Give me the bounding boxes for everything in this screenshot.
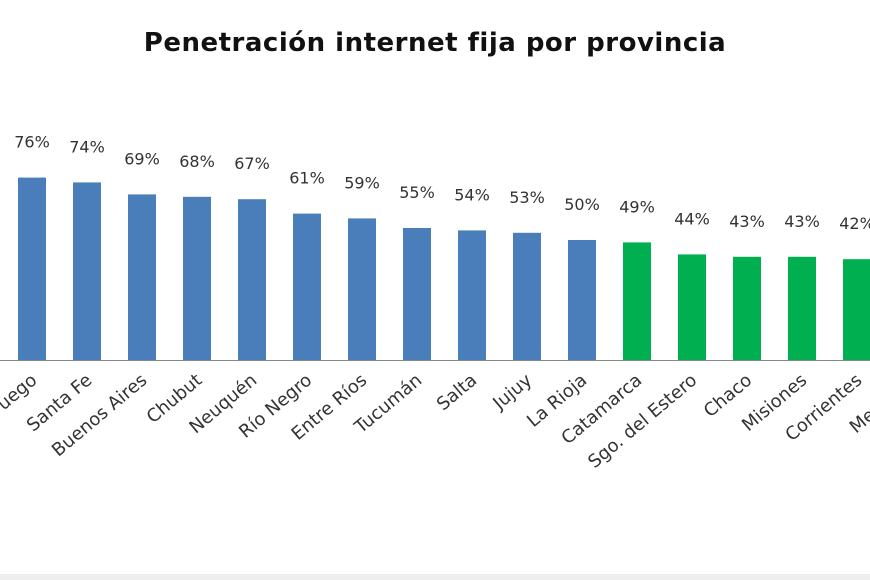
value-label: 76% (14, 133, 50, 152)
value-label: 74% (69, 137, 105, 156)
bar (128, 194, 156, 360)
bar (843, 259, 870, 360)
bar (623, 242, 651, 360)
category-label: Jujuy (488, 370, 536, 415)
bar (403, 228, 431, 360)
bar (513, 232, 541, 360)
value-label: 43% (729, 212, 765, 231)
value-label: 49% (619, 197, 655, 216)
bar (18, 177, 46, 360)
bar (348, 218, 376, 360)
bar (788, 256, 816, 360)
category-label: Salta (433, 370, 481, 415)
bar (73, 182, 101, 360)
value-label: 42% (839, 214, 870, 233)
bar (183, 196, 211, 360)
chart-title: Penetración internet fija por provincia (143, 28, 727, 58)
value-label: 61% (289, 169, 325, 188)
value-label: 50% (564, 195, 600, 214)
value-label: 53% (509, 188, 545, 207)
value-label: 59% (344, 173, 380, 192)
value-label: 44% (674, 209, 710, 228)
value-label: 55% (399, 183, 435, 202)
value-label: 67% (234, 154, 270, 173)
value-label: 69% (124, 149, 160, 168)
value-label: 68% (179, 152, 215, 171)
bar (568, 240, 596, 360)
bar (458, 230, 486, 360)
bottom-border (0, 574, 870, 580)
bar (238, 199, 266, 360)
value-label: 54% (454, 185, 490, 204)
value-label: 43% (784, 212, 820, 231)
category-label: Buenos Aires (48, 370, 151, 461)
bar (678, 254, 706, 360)
bar (293, 213, 321, 360)
bar (733, 256, 761, 360)
